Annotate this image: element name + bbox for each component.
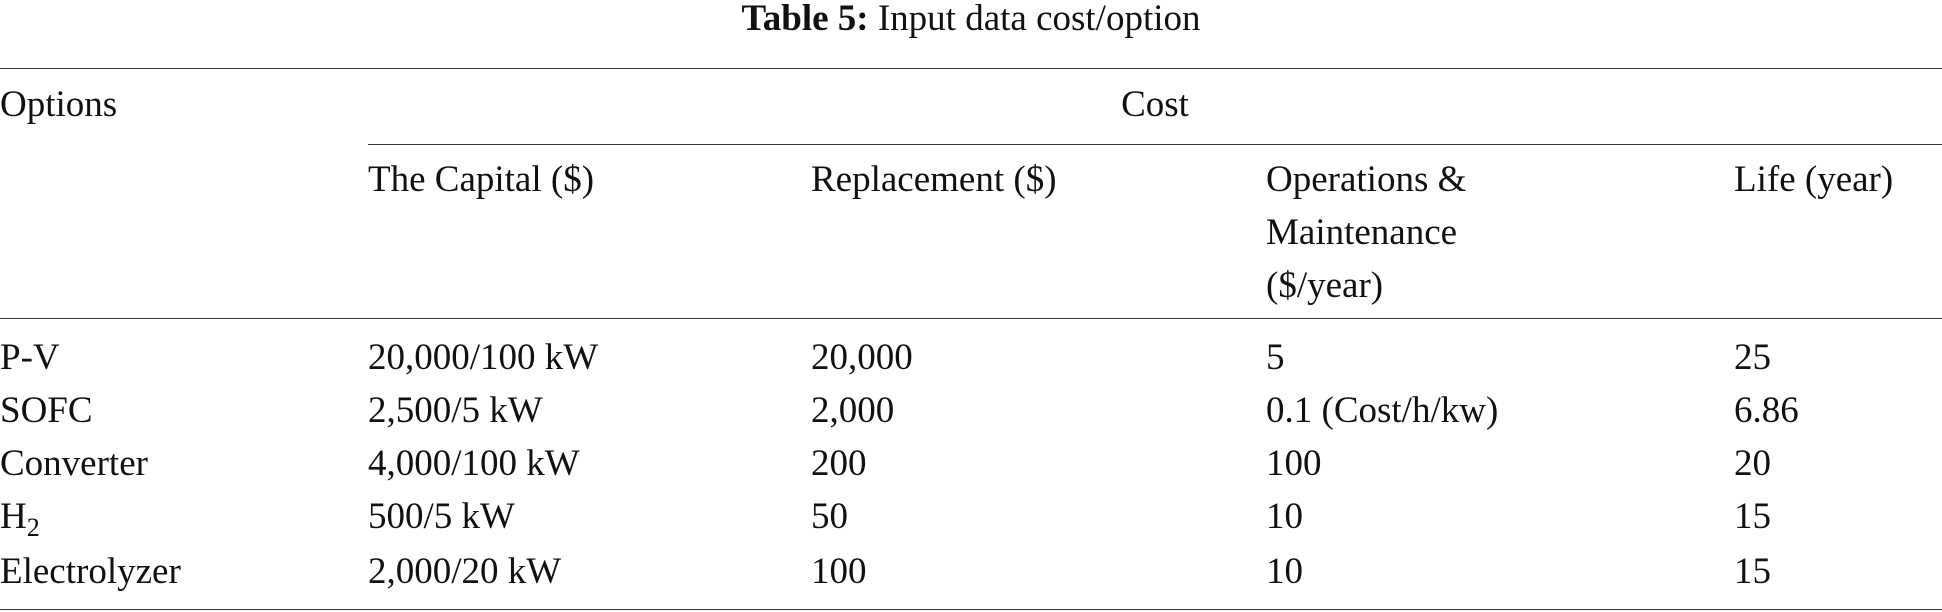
row-label: H2	[0, 490, 40, 543]
row-label-text: Electrolyzer	[0, 551, 181, 592]
row-label: Electrolyzer	[0, 545, 181, 598]
cell: 50	[811, 496, 848, 537]
row-label-text: Converter	[0, 443, 148, 484]
cell: 25	[1734, 337, 1771, 378]
cell: 15	[1734, 551, 1771, 592]
header-options: Options	[0, 84, 118, 125]
column-header: Operations & Maintenance ($/year)	[1266, 159, 1467, 306]
cell: 200	[811, 443, 867, 484]
cell: 20	[1734, 443, 1771, 484]
cell: 4,000/100 kW	[368, 443, 580, 484]
group-rule	[368, 144, 1942, 145]
cell: 2,500/5 kW	[368, 390, 543, 431]
cell: 500/5 kW	[368, 496, 515, 537]
cell: 6.86	[1734, 390, 1799, 431]
row-label: P-V	[0, 331, 60, 384]
cell: 15	[1734, 496, 1771, 537]
row-label-sub: 2	[26, 513, 40, 542]
bottom-rule	[0, 609, 1942, 610]
cell: 10	[1266, 551, 1303, 592]
cell: 20,000/100 kW	[368, 337, 599, 378]
row-label: Converter	[0, 437, 148, 490]
top-rule	[0, 68, 1942, 69]
cell: 0.1 (Cost/h/kw)	[1266, 390, 1499, 431]
header-rule	[0, 318, 1942, 319]
row-label-text: H	[0, 496, 27, 537]
caption-title: Input data cost/option	[877, 0, 1201, 39]
cell: 100	[811, 551, 867, 592]
row-label-text: SOFC	[0, 390, 93, 431]
caption: Table 5: Input data cost/option	[0, 0, 1942, 45]
cell: 2,000	[811, 390, 895, 431]
column-header: Life (year)	[1734, 159, 1894, 200]
column-header: Replacement ($)	[811, 159, 1057, 200]
cell: 10	[1266, 496, 1303, 537]
row-label: SOFC	[0, 384, 93, 437]
cell: 100	[1266, 443, 1322, 484]
cell: 5	[1266, 337, 1285, 378]
column-header: The Capital ($)	[368, 159, 595, 200]
caption-label: Table 5:	[741, 0, 869, 39]
cell: 2,000/20 kW	[368, 551, 562, 592]
row-label-text: P-V	[0, 337, 60, 378]
header-group: Cost	[1121, 84, 1189, 125]
cell: 20,000	[811, 337, 913, 378]
